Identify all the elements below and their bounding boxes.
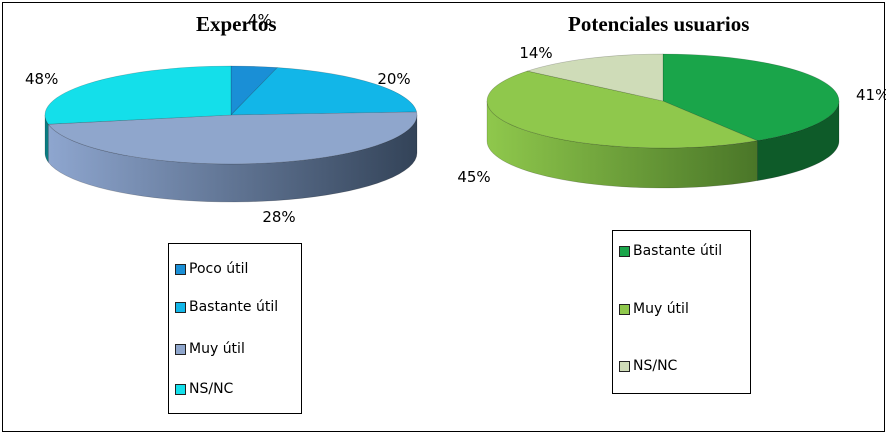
legend-item-ns-nc: NS/NC bbox=[619, 358, 677, 374]
legend-label: NS/NC bbox=[189, 381, 234, 397]
pie-slice-muy-util bbox=[47, 111, 418, 165]
legend-swatch bbox=[619, 303, 630, 315]
legend-swatch bbox=[175, 301, 186, 313]
legend-swatch bbox=[619, 245, 630, 257]
legend-item-muy-util: Muy útil bbox=[619, 301, 689, 317]
legend-swatch bbox=[175, 383, 186, 395]
pie-slice-muy-util bbox=[486, 70, 759, 149]
legend-item-bastante-util: Bastante útil bbox=[175, 299, 278, 315]
legend-swatch bbox=[175, 263, 186, 275]
legend-swatch bbox=[619, 360, 630, 372]
legend-expertos: Poco útil Bastante útil Muy útil NS/NC bbox=[168, 243, 302, 414]
chart-title-potenciales: Potenciales usuarios bbox=[568, 12, 750, 36]
data-label-poco-util: 4% bbox=[248, 11, 272, 29]
legend-label: Muy útil bbox=[633, 301, 689, 317]
legend-swatch bbox=[175, 343, 186, 355]
legend-item-ns-nc: NS/NC bbox=[175, 381, 233, 397]
pie-charts: 4% 20% 48% 28% 41% 45% 14% bbox=[25, 11, 886, 226]
pie-slice-ns-nc bbox=[44, 65, 232, 125]
data-label-bastante-util: 41% bbox=[856, 86, 886, 104]
pie-expertos: 4% 20% 48% 28% bbox=[25, 11, 418, 226]
data-label-ns-nc: 28% bbox=[262, 208, 295, 226]
legend-potenciales: Bastante útil Muy útil NS/NC bbox=[612, 230, 751, 394]
pie-potenciales: 41% 45% 14% bbox=[457, 44, 886, 189]
figure-frame: Expertos Potenciales usuarios 4% 20% 48% 28… bbox=[2, 2, 886, 432]
legend-item-muy-util: Muy útil bbox=[175, 341, 245, 357]
pie-slice-bastante-util bbox=[230, 67, 418, 116]
data-label-muy-util: 45% bbox=[457, 168, 490, 186]
legend-label: Poco útil bbox=[189, 261, 249, 277]
legend-label: Bastante útil bbox=[633, 243, 723, 259]
pie-side-ns-nc bbox=[44, 115, 49, 164]
legend-item-bastante-util: Bastante útil bbox=[619, 243, 722, 259]
data-label-bastante-util: 20% bbox=[377, 70, 410, 88]
chart-title-expertos: Expertos bbox=[196, 12, 277, 36]
pie-slice-poco-util bbox=[230, 65, 278, 116]
legend-label: NS/NC bbox=[633, 358, 678, 374]
legend-label: Muy útil bbox=[189, 341, 245, 357]
legend-label: Bastante útil bbox=[189, 299, 279, 315]
pie-slice-bastante-util bbox=[662, 53, 840, 141]
pie-slice-ns-nc bbox=[526, 53, 664, 102]
legend-item-poco-util: Poco útil bbox=[175, 261, 248, 277]
data-label-muy-util: 48% bbox=[25, 70, 58, 88]
data-label-ns-nc: 14% bbox=[519, 44, 552, 62]
